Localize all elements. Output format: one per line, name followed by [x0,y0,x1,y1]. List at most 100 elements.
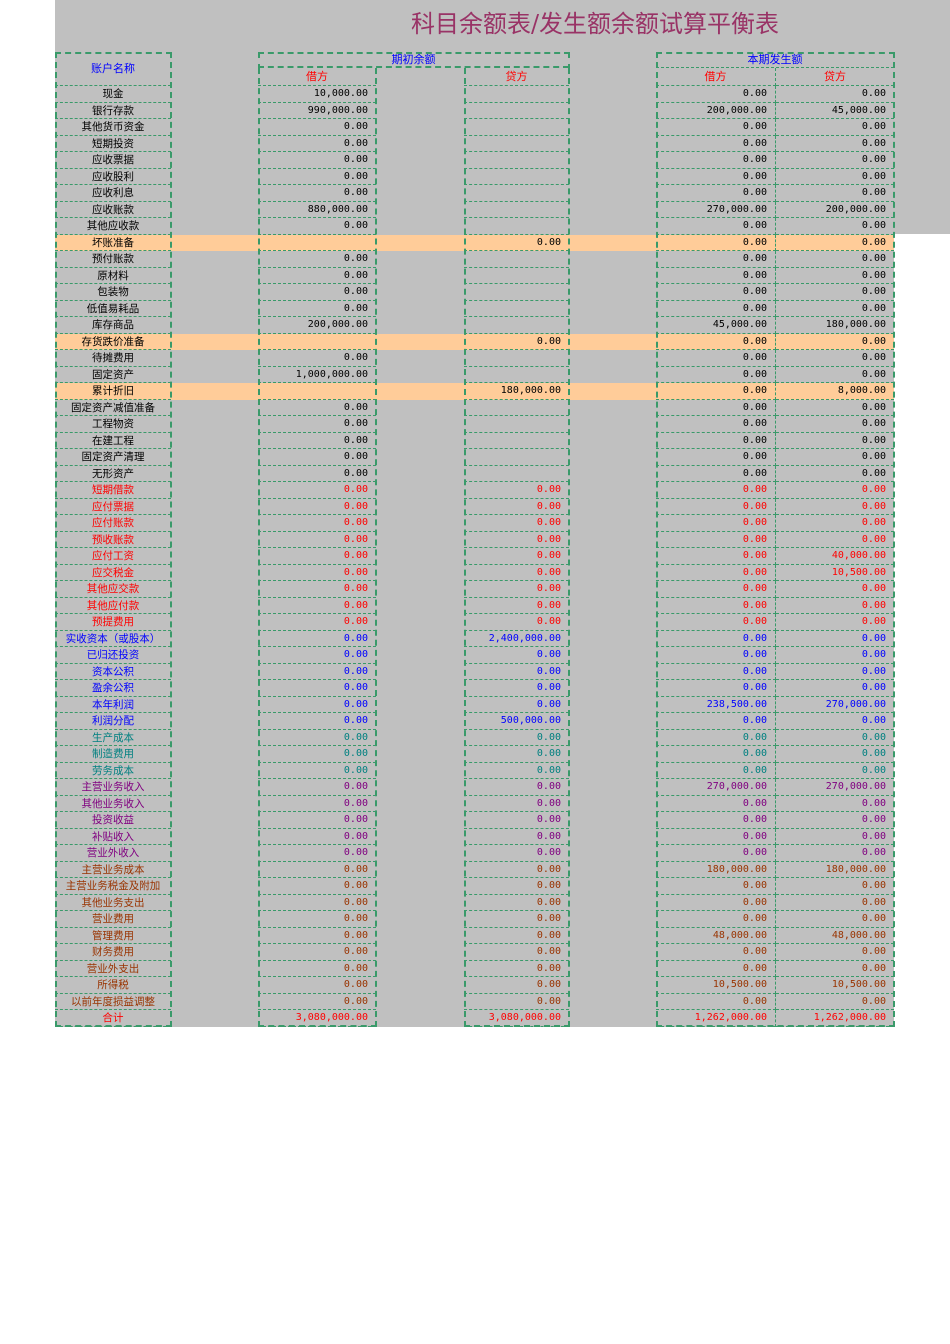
opening-credit-value [464,367,569,383]
opening-credit-value [464,301,569,317]
header-period-credit: 贷方 [776,68,894,86]
opening-credit-value: 0.00 [464,664,569,680]
account-name: 现金 [55,86,171,103]
period-debit-value: 0.00 [656,185,776,202]
opening-debit-value: 0.00 [258,647,376,664]
account-name: 财务费用 [55,944,171,961]
period-debit-value: 0.00 [656,135,776,152]
account-name: 营业外支出 [55,961,171,977]
opening-credit-value: 0.00 [464,581,569,598]
period-debit-value: 0.00 [656,399,776,416]
period-credit-value: 0.00 [776,532,894,548]
account-name: 包装物 [55,284,171,301]
account-name: 其他应交款 [55,581,171,598]
opening-credit-value: 0.00 [464,895,569,911]
period-debit-value: 0.00 [656,795,776,812]
opening-debit-value: 0.00 [258,878,376,895]
opening-debit-value: 0.00 [258,169,376,185]
opening-debit-value: 0.00 [258,499,376,515]
opening-credit-value [464,152,569,169]
period-debit-value: 0.00 [656,647,776,664]
opening-debit-value: 0.00 [258,911,376,928]
account-name: 预提费用 [55,614,171,631]
period-credit-value: 0.00 [776,631,894,647]
period-credit-value: 0.00 [776,433,894,449]
opening-debit-value: 0.00 [258,977,376,994]
opening-debit-value: 0.00 [258,796,376,812]
opening-credit-value: 0.00 [464,680,569,697]
opening-debit-value: 0.00 [258,763,376,779]
opening-credit-value: 0.00 [464,994,569,1010]
period-credit-value: 0.00 [776,119,894,136]
period-debit-value: 0.00 [656,960,776,977]
account-name: 资本公积 [55,664,171,680]
opening-debit-value: 0.00 [258,895,376,911]
period-debit-value: 0.00 [656,878,776,895]
account-name: 盈余公积 [55,680,171,697]
opening-debit-value: 1,000,000.00 [258,367,376,383]
opening-credit-value: 0.00 [464,515,569,532]
sheet-background [55,0,894,1027]
opening-credit-value [464,185,569,202]
period-credit-value: 0.00 [776,581,894,598]
period-debit-value: 0.00 [656,119,776,136]
period-credit-value: 0.00 [776,499,894,515]
period-debit-value: 0.00 [656,548,776,565]
period-credit-value: 0.00 [776,284,894,301]
account-name: 其他应收款 [55,218,171,235]
opening-debit-value [258,235,376,251]
opening-debit-value: 0.00 [258,961,376,977]
opening-debit-value: 0.00 [258,581,376,598]
header-account-name: 账户名称 [55,52,171,86]
period-debit-value: 0.00 [656,366,776,383]
opening-credit-value: 0.00 [464,614,569,631]
opening-credit-value: 0.00 [464,235,569,251]
period-debit-value: 0.00 [656,531,776,548]
opening-credit-value: 0.00 [464,697,569,713]
period-credit-value: 0.00 [776,944,894,961]
opening-credit-value [464,268,569,284]
period-debit-value: 0.00 [656,944,776,961]
page-title: 科目余额表/发生额余额试算平衡表 [410,10,780,38]
account-name: 短期投资 [55,136,171,152]
period-credit-value: 0.00 [776,796,894,812]
period-debit-value: 0.00 [656,911,776,928]
opening-debit-value [258,334,376,350]
opening-debit-value: 0.00 [258,746,376,763]
opening-credit-value: 0.00 [464,944,569,961]
account-name: 库存商品 [55,317,171,334]
opening-credit-value: 0.00 [464,746,569,763]
account-name: 应付票据 [55,499,171,515]
opening-credit-value: 0.00 [464,499,569,515]
period-credit-value: 0.00 [776,664,894,680]
period-credit-value: 45,000.00 [776,103,894,119]
period-debit-value: 0.00 [656,416,776,433]
period-debit-value: 0.00 [656,498,776,515]
period-credit-value: 10,500.00 [776,977,894,994]
account-name: 营业外收入 [55,845,171,862]
opening-debit-value: 0.00 [258,251,376,268]
period-debit-value: 0.00 [656,713,776,730]
period-credit-value: 0.00 [776,911,894,928]
period-debit-value: 0.00 [656,251,776,268]
opening-credit-value [464,449,569,466]
period-debit-value: 0.00 [656,300,776,317]
opening-debit-value: 0.00 [258,730,376,746]
header-period-amount: 本期发生额 [656,52,894,68]
opening-credit-value: 0.00 [464,647,569,664]
period-credit-value: 10,500.00 [776,565,894,581]
opening-debit-value: 0.00 [258,119,376,136]
opening-debit-value: 0.00 [258,515,376,532]
account-name: 其他货币资金 [55,119,171,136]
account-name: 银行存款 [55,103,171,119]
account-name: 主营业务税金及附加 [55,878,171,895]
period-credit-value: 0.00 [776,680,894,697]
opening-credit-value: 0.00 [464,862,569,878]
opening-debit-value: 0.00 [258,400,376,416]
highlight-row [55,383,894,400]
opening-credit-value [464,119,569,136]
opening-debit-value: 0.00 [258,152,376,169]
account-name: 其他业务收入 [55,796,171,812]
opening-debit-value: 0.00 [258,433,376,449]
period-debit-value: 0.00 [656,564,776,581]
